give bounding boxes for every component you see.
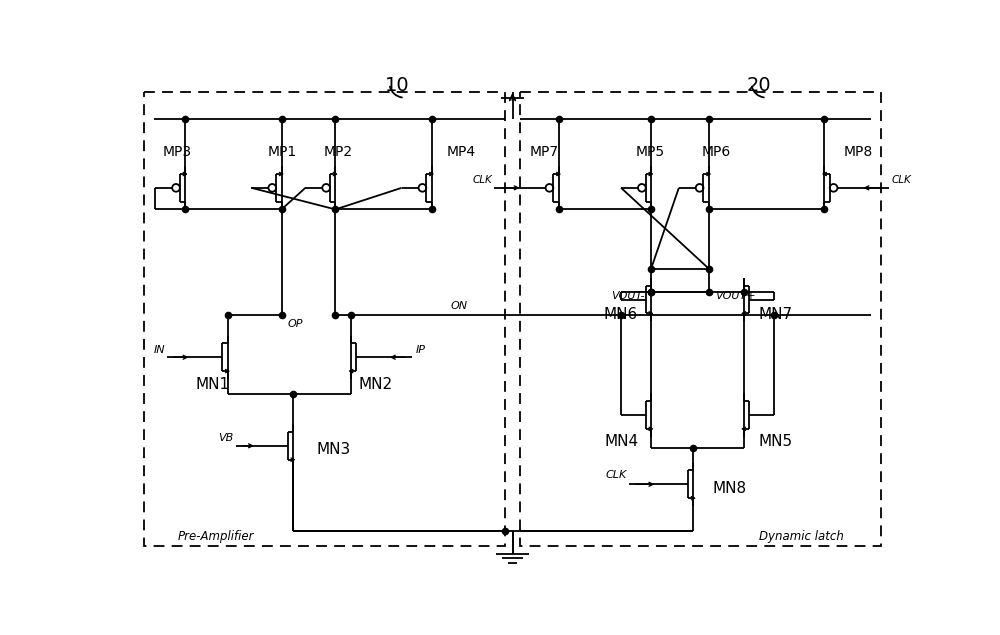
Text: MP5: MP5 [636,145,665,159]
Text: MP1: MP1 [268,145,297,159]
Text: 10: 10 [385,76,409,95]
Text: MN6: MN6 [603,307,638,323]
Text: 20: 20 [747,76,771,95]
Text: MN3: MN3 [316,442,350,457]
Text: MP2: MP2 [324,145,353,159]
Text: ON: ON [451,300,468,311]
Text: IN: IN [154,345,165,354]
Text: VOUT+: VOUT+ [715,291,756,300]
Text: VOUT-: VOUT- [611,291,645,300]
Text: Pre-Amplifier: Pre-Amplifier [178,530,254,543]
Text: CLK: CLK [891,175,911,185]
Bar [144,91,505,546]
Text: MP6: MP6 [701,145,730,159]
Text: VB: VB [219,433,234,443]
Bar [520,91,881,546]
Text: MP8: MP8 [844,145,873,159]
Text: CLK: CLK [473,175,492,185]
Text: MN1: MN1 [195,377,229,392]
Text: MN5: MN5 [759,434,793,450]
Text: CLK: CLK [606,470,627,480]
Text: MN7: MN7 [759,307,793,323]
Text: MN8: MN8 [713,481,747,496]
Text: MP3: MP3 [162,145,191,159]
Text: Dynamic latch: Dynamic latch [759,530,844,543]
Text: OP: OP [288,319,303,329]
Text: MN4: MN4 [605,434,639,450]
Text: IP: IP [415,345,425,354]
Text: MP7: MP7 [529,145,559,159]
Text: MN2: MN2 [358,377,393,392]
Text: MP4: MP4 [447,145,476,159]
